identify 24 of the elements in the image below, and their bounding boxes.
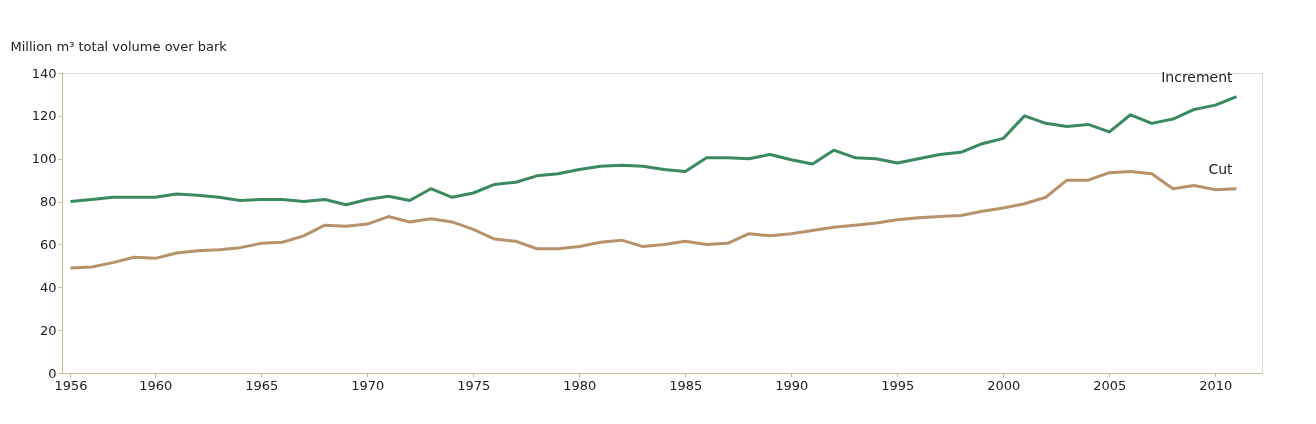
y-tick-label: 120 — [31, 108, 57, 124]
y-tick-label: 140 — [31, 65, 57, 81]
line-series — [68, 95, 1239, 207]
x-tick-label: 1970 — [351, 377, 385, 393]
x-tick-label: 1995 — [881, 377, 915, 393]
x-tick-label: 1965 — [245, 377, 279, 393]
x-tick-label: 1985 — [669, 377, 703, 393]
y-tick-label: 100 — [31, 151, 57, 167]
x-tick-label: 1990 — [775, 377, 809, 393]
x-tick-label: 2005 — [1093, 377, 1127, 393]
x-tick-label: 2010 — [1199, 377, 1233, 393]
y-tick-label: 0 — [48, 365, 57, 381]
y-tick-label: 80 — [39, 194, 57, 210]
x-tick-label: 1956 — [54, 377, 88, 393]
y-axis-title: Million m³ total volume over bark — [10, 38, 228, 54]
y-tick-label: 60 — [39, 236, 57, 252]
x-tick-label: 1980 — [563, 377, 597, 393]
series-label: Increment — [1161, 68, 1234, 85]
series-label: Cut — [1208, 160, 1234, 177]
y-tick-label: 20 — [39, 322, 57, 338]
x-tick-label: 2000 — [987, 377, 1021, 393]
x-tick-label: 1975 — [457, 377, 491, 393]
x-tick-label: 1960 — [139, 377, 173, 393]
y-tick-label: 40 — [39, 279, 57, 295]
